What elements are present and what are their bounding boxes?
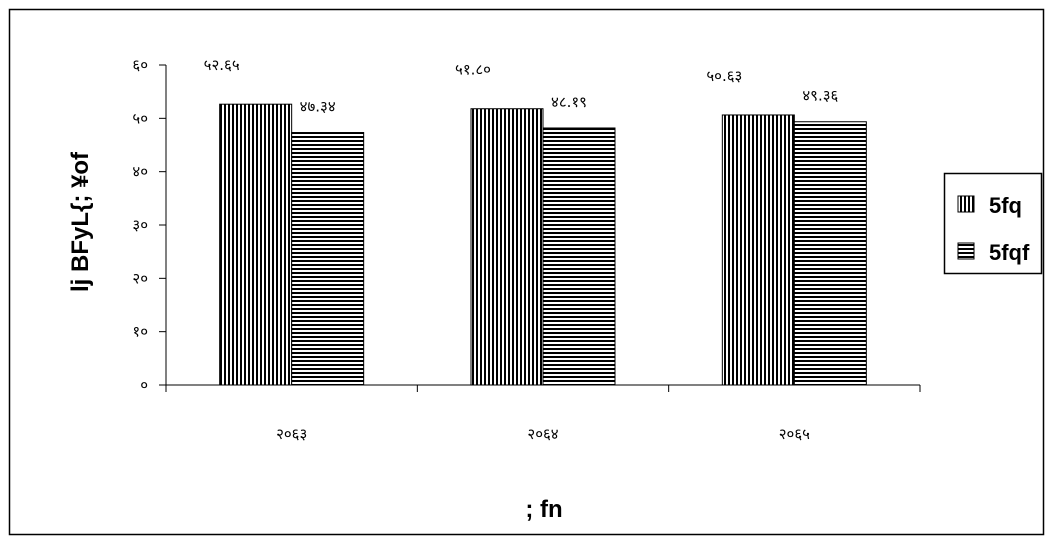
bar-5fqf-0 — [291, 132, 365, 386]
bar-5fq-2 — [721, 114, 795, 386]
data-label-5fqf-1: ४८.१९ — [551, 93, 587, 111]
y-tick-label: ६० — [132, 56, 148, 74]
data-label-5fq-1: ५१.८० — [455, 61, 491, 79]
y-tick-label: ० — [140, 376, 148, 394]
legend-swatch-5fqf — [957, 242, 975, 260]
data-labels: ५२.६५ ४७.३४ ५१.८० ४८.१९ ५०.६३ ४९.३६ — [204, 56, 839, 115]
x-tick-label: २०६४ — [527, 425, 558, 443]
legend-swatch-5fq — [957, 195, 975, 213]
legend-label-5fqf: 5fqf — [989, 240, 1030, 265]
y-ticks: ० १० २० ३० ४० ५० ६० — [132, 56, 166, 394]
x-tick-label: २०६५ — [779, 425, 810, 443]
y-tick-label: ४० — [132, 163, 148, 181]
bar-5fq-1 — [470, 108, 544, 386]
x-tick-label: २०६३ — [276, 425, 307, 443]
y-tick-label: ५० — [132, 109, 148, 127]
data-label-5fqf-2: ४९.३६ — [802, 87, 838, 105]
y-axis-title: lj BFyL{; ¥of — [67, 151, 94, 292]
data-label-5fqf-0: ४७.३४ — [300, 98, 336, 116]
bar-5fq-0 — [219, 103, 293, 386]
data-label-5fq-2: ५०.६३ — [706, 67, 742, 85]
x-axis-title: ; fn — [525, 496, 562, 523]
data-label-5fq-0: ५२.६५ — [204, 56, 240, 74]
y-tick-label: २० — [132, 269, 148, 287]
y-tick-label: ३० — [132, 216, 148, 234]
legend-label-5fq: 5fq — [989, 193, 1022, 218]
y-tick-label: १० — [132, 323, 148, 341]
plot-area — [219, 103, 867, 386]
bar-5fqf-2 — [793, 121, 867, 386]
outer-border — [8, 8, 1045, 536]
bar-5fqf-1 — [542, 127, 616, 386]
x-ticks: २०६३ २०६४ २०६५ — [165, 385, 921, 443]
